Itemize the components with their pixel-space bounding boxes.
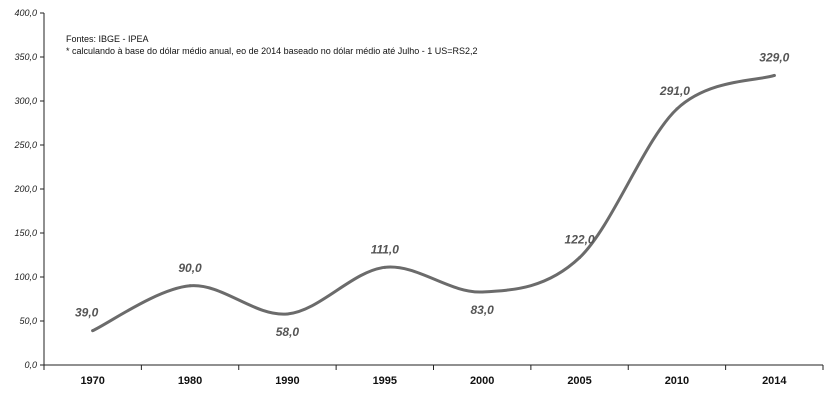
data-label: 90,0 — [178, 261, 202, 275]
y-tick-label: 400,0 — [14, 8, 37, 18]
data-label: 291,0 — [659, 84, 690, 98]
y-tick-label: 100,0 — [14, 272, 37, 282]
y-tick-label: 300,0 — [14, 96, 37, 106]
y-tick-label: 200,0 — [13, 184, 37, 194]
data-label: 111,0 — [371, 242, 400, 256]
data-point — [772, 73, 776, 77]
x-tick-label: 1990 — [275, 375, 299, 387]
series-layer — [91, 73, 776, 333]
tick-labels: 0,0 50,0 100,0 150,0 200,0 250,0 300,0 350,0 400… — [13, 8, 787, 387]
x-tick-label: 2014 — [762, 375, 787, 387]
data-point — [285, 312, 289, 316]
x-tick-label: 2010 — [665, 375, 689, 387]
x-tick-label: 1980 — [178, 375, 202, 387]
x-tick-label: 2005 — [567, 375, 591, 387]
x-tick-label: 1995 — [373, 375, 397, 387]
data-label: 122,0 — [565, 233, 595, 247]
axes — [40, 12, 824, 370]
y-tick-label: 250,0 — [13, 140, 37, 150]
data-point — [91, 329, 95, 333]
x-tick-label: 2000 — [470, 375, 494, 387]
data-point — [383, 265, 387, 269]
data-label: 329,0 — [759, 50, 789, 64]
data-label: 58,0 — [276, 325, 300, 339]
data-point — [188, 284, 192, 288]
footnote: * calculando à base do dólar médio anual… — [66, 46, 478, 56]
series-line — [91, 73, 776, 333]
y-tick-label: 350,0 — [14, 52, 37, 62]
data-label: 39,0 — [75, 306, 99, 320]
data-point — [578, 256, 582, 260]
data-point — [675, 107, 679, 111]
data-label: 83,0 — [471, 303, 495, 317]
data-labels: 39,0 90,0 58,0 111,0 83,0 122,0 291,0 329,0 — [75, 50, 790, 338]
y-tick-label: 150,0 — [14, 228, 37, 238]
data-point — [480, 290, 484, 294]
y-tick-label: 50,0 — [19, 316, 37, 326]
x-tick-label: 1970 — [80, 375, 104, 387]
y-tick-label: 0,0 — [24, 360, 37, 370]
source-note: Fontes: IBGE - IPEA — [66, 34, 149, 44]
